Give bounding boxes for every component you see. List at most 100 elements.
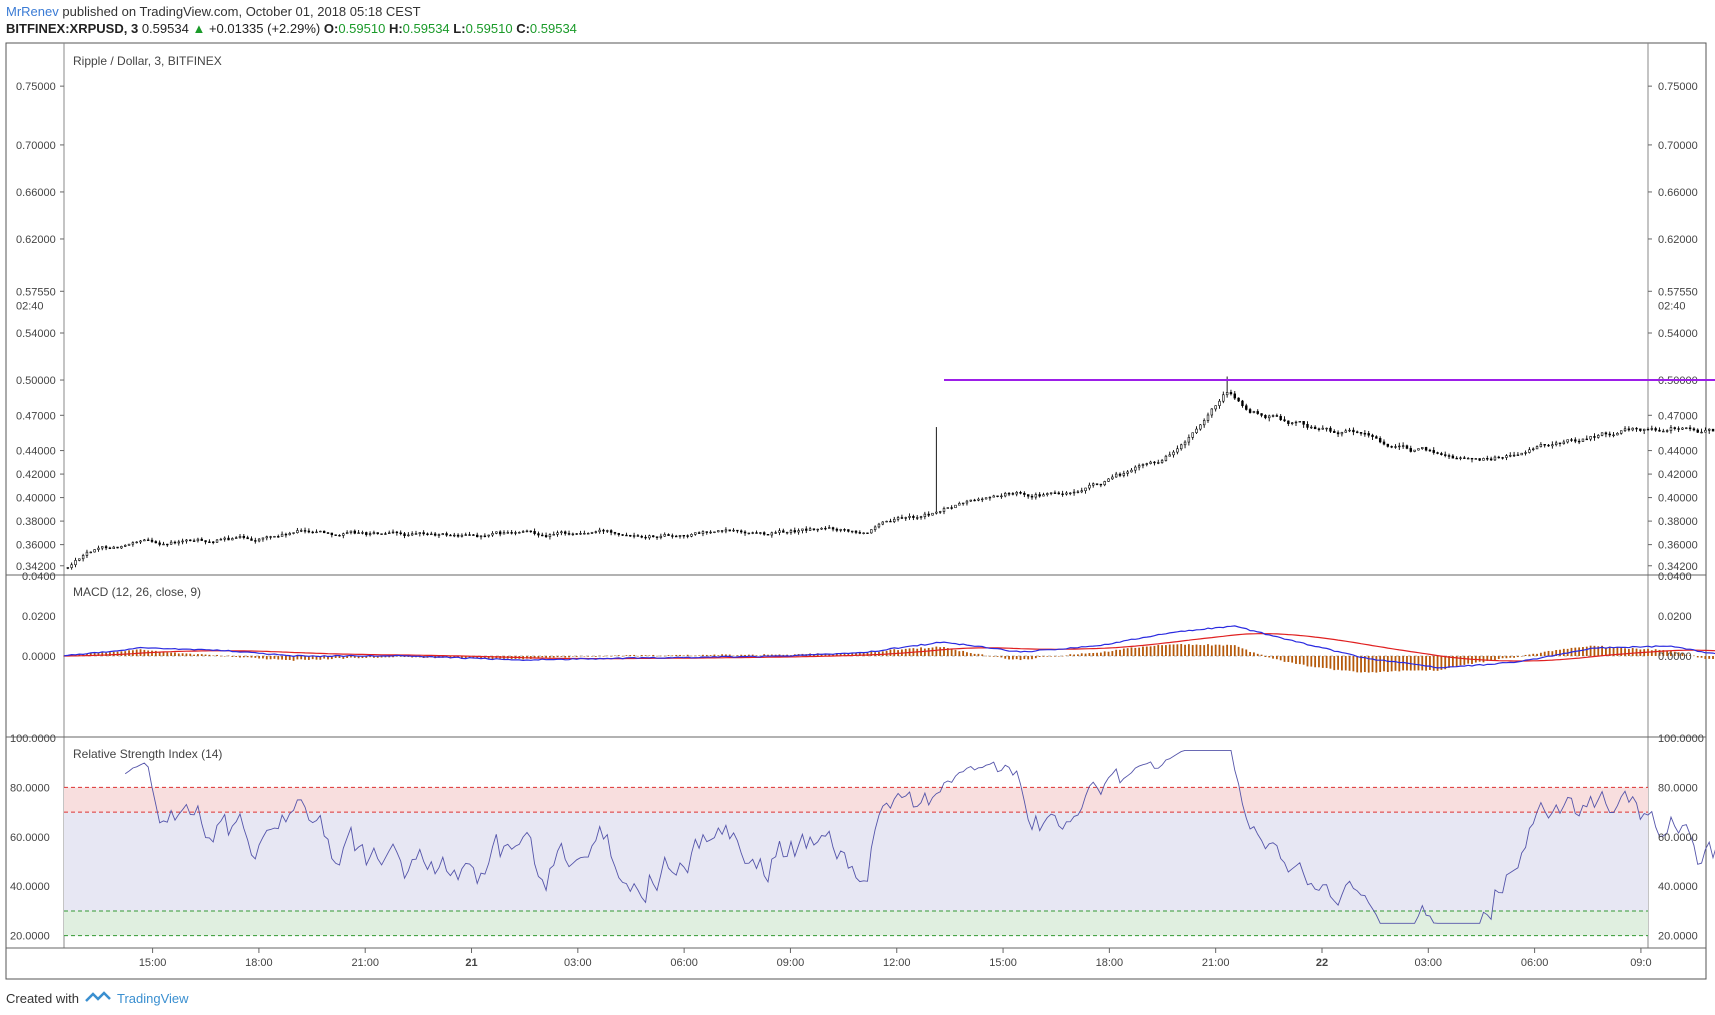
candle-body: [609, 530, 613, 533]
candle-body: [1597, 435, 1600, 438]
macd-histogram-bar: [992, 656, 995, 657]
candle-body: [70, 564, 73, 568]
candle-body: [1547, 444, 1550, 447]
price-tick-label-right: 0.66000: [1658, 187, 1698, 199]
macd-histogram-bar: [1092, 653, 1095, 656]
candle-body: [1268, 415, 1271, 419]
outer-frame: [5, 42, 1707, 980]
macd-histogram-bar: [1333, 656, 1336, 671]
candle-body: [204, 540, 207, 543]
candle-body: [1225, 392, 1229, 396]
candle-body: [1084, 487, 1087, 492]
candle-body: [1176, 448, 1179, 453]
candle-body: [1417, 448, 1420, 451]
tradingview-link[interactable]: TradingView: [116, 991, 189, 1006]
macd-histogram-bar: [1677, 652, 1680, 656]
price-pane[interactable]: Ripple / Dollar, 3, BITFINEX: [66, 54, 1715, 570]
macd-histogram-bar: [1161, 645, 1163, 656]
macd-histogram-bar: [977, 653, 980, 656]
macd-histogram-bar: [1168, 644, 1171, 656]
candle-body: [192, 540, 196, 542]
candle-body: [1646, 428, 1650, 431]
candle-body: [793, 530, 796, 533]
candle-body: [273, 536, 276, 538]
tradingview-logo-icon[interactable]: [85, 990, 111, 1007]
price-tick-label-left: 0.75000: [16, 81, 56, 93]
macd-histogram-bar: [591, 656, 593, 657]
macd-histogram-bar: [1084, 653, 1087, 656]
macd-histogram-bar: [560, 656, 563, 657]
macd-histogram-bar: [721, 654, 723, 656]
macd-histogram-bar: [1015, 656, 1018, 660]
macd-histogram-bar: [629, 655, 632, 656]
macd-histogram-bar: [1654, 649, 1657, 656]
candle-body: [1099, 483, 1103, 486]
author-link[interactable]: MrRenev: [6, 4, 59, 19]
macd-histogram-bar: [399, 656, 402, 657]
candle-body: [969, 499, 972, 502]
candle-body: [824, 527, 827, 530]
price-tick-label-right: 0.42000: [1658, 469, 1698, 481]
macd-histogram-bar: [242, 656, 245, 658]
candle-body: [449, 534, 452, 537]
macd-histogram-bar: [166, 652, 169, 656]
candle-body: [594, 531, 598, 533]
candle-body: [713, 531, 716, 533]
time-tick-label: 18:00: [1096, 957, 1124, 969]
candle-body: [812, 528, 816, 530]
candle-body: [437, 534, 441, 536]
macd-histogram-bar: [97, 653, 100, 656]
macd-histogram-bar: [824, 653, 827, 656]
macd-histogram-bar: [239, 656, 241, 658]
candle-body: [881, 521, 884, 525]
candle-body: [1608, 433, 1611, 436]
rsi-pane[interactable]: Relative Strength Index (14): [64, 747, 1715, 937]
macd-histogram-bar: [105, 652, 107, 656]
macd-histogram-bar: [334, 656, 337, 658]
candle-body: [223, 537, 226, 540]
macd-tick-label-right: 0.0200: [1658, 611, 1692, 623]
macd-histogram-bar: [855, 653, 857, 656]
candle-body: [816, 528, 819, 531]
macd-histogram-bar: [533, 656, 536, 659]
candle-body: [1256, 411, 1259, 414]
candle-body: [1038, 494, 1041, 497]
macd-histogram-bar: [602, 656, 605, 657]
candle-body: [200, 538, 203, 541]
macd-histogram-bar: [973, 653, 976, 656]
candle-body: [1620, 430, 1623, 434]
price-tick-label-left: 0.57550: [16, 286, 56, 298]
candle-body: [1623, 428, 1627, 432]
macd-histogram-bar: [285, 656, 287, 660]
candle-body: [728, 529, 731, 532]
macd-histogram-bar: [262, 656, 264, 659]
candle-body: [575, 533, 578, 535]
macd-histogram-bar: [1130, 647, 1133, 656]
macd-histogram-bar: [931, 647, 934, 656]
macd-histogram-bar: [950, 649, 953, 656]
candle-body: [736, 529, 739, 532]
candle-body: [1562, 441, 1566, 444]
candle-body: [365, 532, 368, 535]
candle-body: [1049, 492, 1053, 494]
candle-body: [1183, 441, 1187, 446]
candle-body: [491, 533, 494, 536]
candle-body: [1015, 492, 1018, 495]
macd-histogram-bar: [1065, 655, 1068, 656]
candle-body: [1711, 428, 1715, 432]
candle-body: [1593, 436, 1596, 438]
candle-body: [782, 530, 785, 533]
macd-histogram-bar: [843, 653, 846, 656]
macd-pane[interactable]: MACD (12, 26, close, 9): [63, 578, 1715, 716]
candle-body: [759, 532, 762, 534]
candle-body: [158, 542, 161, 545]
rsi-tick-label-left: 60.0000: [10, 832, 50, 844]
macd-histogram-bar: [1532, 653, 1535, 656]
candle-body: [78, 558, 81, 561]
candle-body: [1696, 429, 1699, 433]
candle-body: [234, 537, 238, 539]
macd-histogram-bar: [1704, 656, 1707, 659]
macd-histogram-bar: [330, 656, 333, 660]
candle-body: [1700, 431, 1703, 434]
